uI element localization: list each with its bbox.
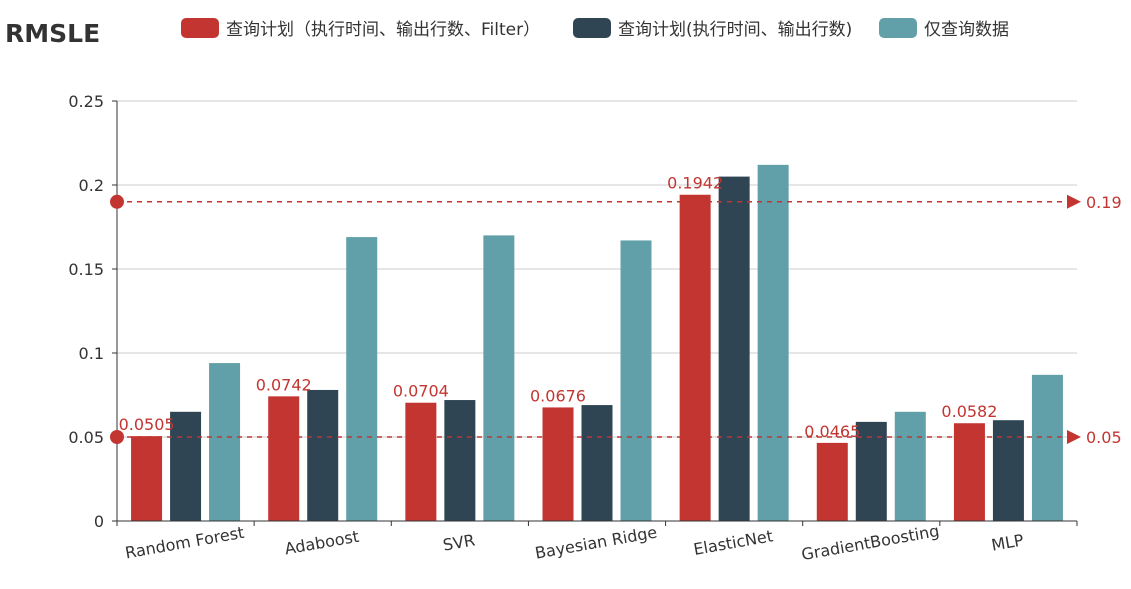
legend: 查询计划（执行时间、输出行数、Filter） 查询计划(执行时间、输出行数) 仅查询… [181, 18, 1009, 40]
bar [209, 363, 241, 521]
data-label: 0.0465 [804, 422, 860, 441]
y-tick-label: 0.2 [79, 176, 104, 195]
bar [268, 396, 300, 521]
bar [1031, 374, 1063, 521]
mark-lines: 0.19 0.05 [110, 193, 1122, 447]
y-tick-label: 0.25 [68, 92, 104, 111]
mark-line-start [110, 430, 124, 444]
legend-swatch [181, 18, 219, 38]
data-label: 0.0582 [941, 402, 997, 421]
bar [757, 164, 789, 521]
x-category-label: ElasticNet [692, 526, 774, 559]
y-tick-label: 0.1 [79, 344, 104, 363]
data-label: 0.0742 [256, 375, 312, 394]
data-label: 0.0704 [393, 382, 449, 401]
legend-swatch [879, 18, 917, 38]
x-category-label: GradientBoosting [800, 521, 941, 564]
legend-label: 仅查询数据 [924, 20, 1009, 40]
data-label: 0.0505 [119, 415, 175, 434]
bar [444, 400, 476, 521]
bar [679, 194, 711, 521]
mark-line-arrow [1067, 430, 1081, 444]
bar [718, 176, 750, 521]
bar [953, 423, 985, 521]
bar [346, 237, 378, 521]
legend-swatch [573, 18, 611, 38]
bar [581, 405, 613, 521]
bar [816, 442, 848, 521]
bar [483, 235, 515, 521]
y-tick-label: 0.05 [68, 428, 104, 447]
mark-line-start [110, 194, 124, 209]
x-category-label: MLP [990, 530, 1026, 554]
data-labels: 0.0505 0.0742 0.0704 0.0676 0.1942 0.0465 0.05… [119, 174, 998, 441]
y-axis: 0 0.05 0.1 0.15 0.2 0.25 [68, 92, 118, 531]
x-category-label: Random Forest [124, 523, 246, 563]
data-label: 0.1942 [667, 174, 723, 193]
data-label: 0.0676 [530, 386, 586, 405]
mark-line-label: 0.05 [1086, 428, 1122, 447]
x-axis: Random Forest Adaboost SVR Bayesian Ridge El… [116, 520, 1078, 564]
y-tick-label: 0 [94, 512, 104, 531]
legend-label: 查询计划（执行时间、输出行数、Filter） [226, 20, 540, 40]
mark-line-label: 0.19 [1086, 193, 1122, 212]
bar [131, 436, 163, 521]
chart-title: RMSLE [5, 19, 100, 48]
x-category-label: Adaboost [283, 527, 360, 559]
bar [992, 420, 1024, 521]
bar [855, 421, 887, 521]
bar [620, 240, 652, 521]
bar [405, 402, 437, 521]
bar [542, 407, 574, 521]
mark-line-arrow [1067, 194, 1081, 209]
bar [894, 411, 926, 521]
x-category-label: SVR [441, 530, 476, 554]
bars [131, 164, 1063, 521]
bar [170, 411, 202, 521]
legend-label: 查询计划(执行时间、输出行数) [618, 20, 852, 40]
bar [307, 389, 339, 521]
x-category-label: Bayesian Ridge [534, 522, 659, 562]
y-tick-label: 0.15 [68, 260, 104, 279]
